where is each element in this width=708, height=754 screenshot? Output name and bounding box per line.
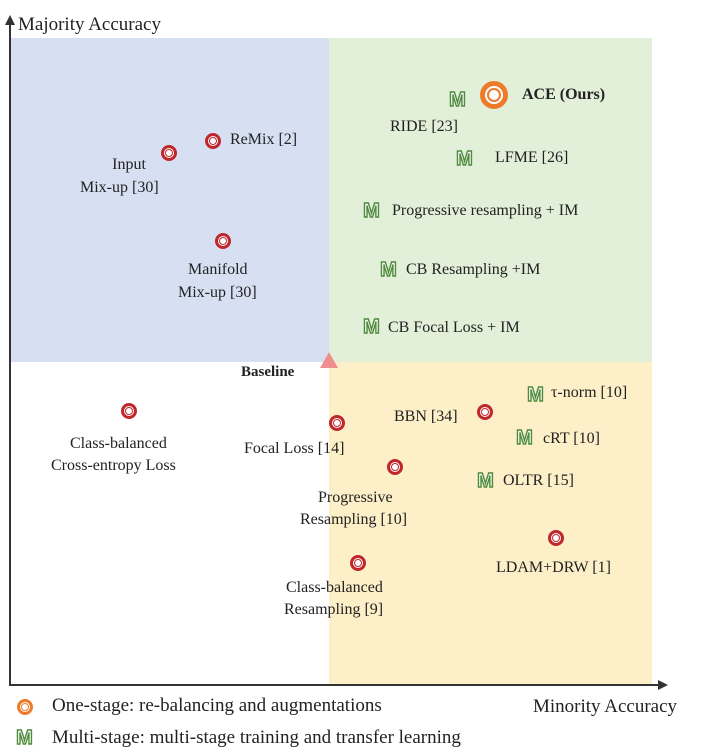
legend-one-stage-label: One-stage: re-balancing and augmentation… — [52, 695, 382, 716]
x-axis — [9, 684, 661, 686]
input-mixup-label-line1: Input — [112, 156, 146, 173]
tau-norm-label: τ-norm [10] — [551, 384, 628, 401]
crt-marker: M — [515, 427, 533, 449]
cb-resampling-marker — [350, 555, 366, 571]
bbn-label: BBN [34] — [394, 408, 458, 425]
cb-ce-loss-label-line1: Class-balanced — [70, 435, 167, 452]
manifold-mixup-label-line2: Mix-up [30] — [178, 284, 257, 301]
ride-label: RIDE [23] — [390, 118, 458, 135]
crt-label: cRT [10] — [543, 430, 600, 447]
focal-loss-label: Focal Loss [14] — [244, 440, 345, 457]
baseline-label: Baseline — [241, 364, 295, 380]
cb-resampling-im-label: CB Resampling +IM — [406, 261, 541, 278]
cb-focal-im-label: CB Focal Loss + IM — [388, 319, 520, 336]
quadrant-top-left — [10, 38, 329, 362]
tau-norm-marker: M — [526, 384, 544, 406]
cb-resampling-im-marker: M — [379, 259, 397, 281]
cb-ce-loss-label-line2: Cross-entropy Loss — [51, 457, 176, 474]
cb-resampling-label-line1: Class-balanced — [286, 579, 383, 596]
oltr-label: OLTR [15] — [503, 472, 574, 489]
progressive-resampling-label-line1: Progressive — [318, 489, 393, 506]
lfme-marker: M — [455, 148, 473, 170]
x-axis-label: Minority Accuracy — [533, 696, 678, 717]
cb-resampling-label-line2: Resampling [9] — [284, 601, 384, 618]
legend-multi-stage-marker: M — [15, 727, 33, 749]
lfme-label: LFME [26] — [495, 149, 569, 166]
cb-focal-im-marker: M — [362, 316, 380, 338]
progressive-resampling-im-label: Progressive resampling + IM — [392, 202, 579, 219]
legend-one-stage-marker — [17, 699, 33, 715]
remix-marker — [205, 133, 221, 149]
ace-label: ACE (Ours) — [522, 86, 606, 103]
progressive-resampling-label-line2: Resampling [10] — [300, 511, 408, 528]
cb-ce-loss-marker — [121, 403, 137, 419]
ldam-drw-label: LDAM+DRW [1] — [496, 559, 611, 576]
input-mixup-marker — [161, 145, 177, 161]
x-axis-arrow — [658, 680, 668, 690]
oltr-marker: M — [476, 470, 494, 492]
legend-multi-stage-label: Multi-stage: multi-stage training and tr… — [52, 727, 461, 748]
y-axis — [9, 24, 11, 685]
progressive-resampling-marker — [387, 459, 403, 475]
manifold-mixup-marker — [215, 233, 231, 249]
y-axis-arrow — [5, 15, 15, 25]
baseline-marker — [320, 352, 338, 368]
progressive-resampling-im-marker: M — [362, 200, 380, 222]
y-axis-label: Majority Accuracy — [18, 14, 161, 35]
input-mixup-label-line2: Mix-up [30] — [80, 179, 159, 196]
manifold-mixup-label-line1: Manifold — [188, 261, 248, 278]
bbn-marker — [477, 404, 493, 420]
ldam-drw-marker — [548, 530, 564, 546]
remix-label: ReMix [2] — [230, 131, 298, 148]
focal-loss-marker — [329, 415, 345, 431]
ace-marker — [480, 81, 508, 109]
ride-marker: M — [448, 89, 466, 111]
